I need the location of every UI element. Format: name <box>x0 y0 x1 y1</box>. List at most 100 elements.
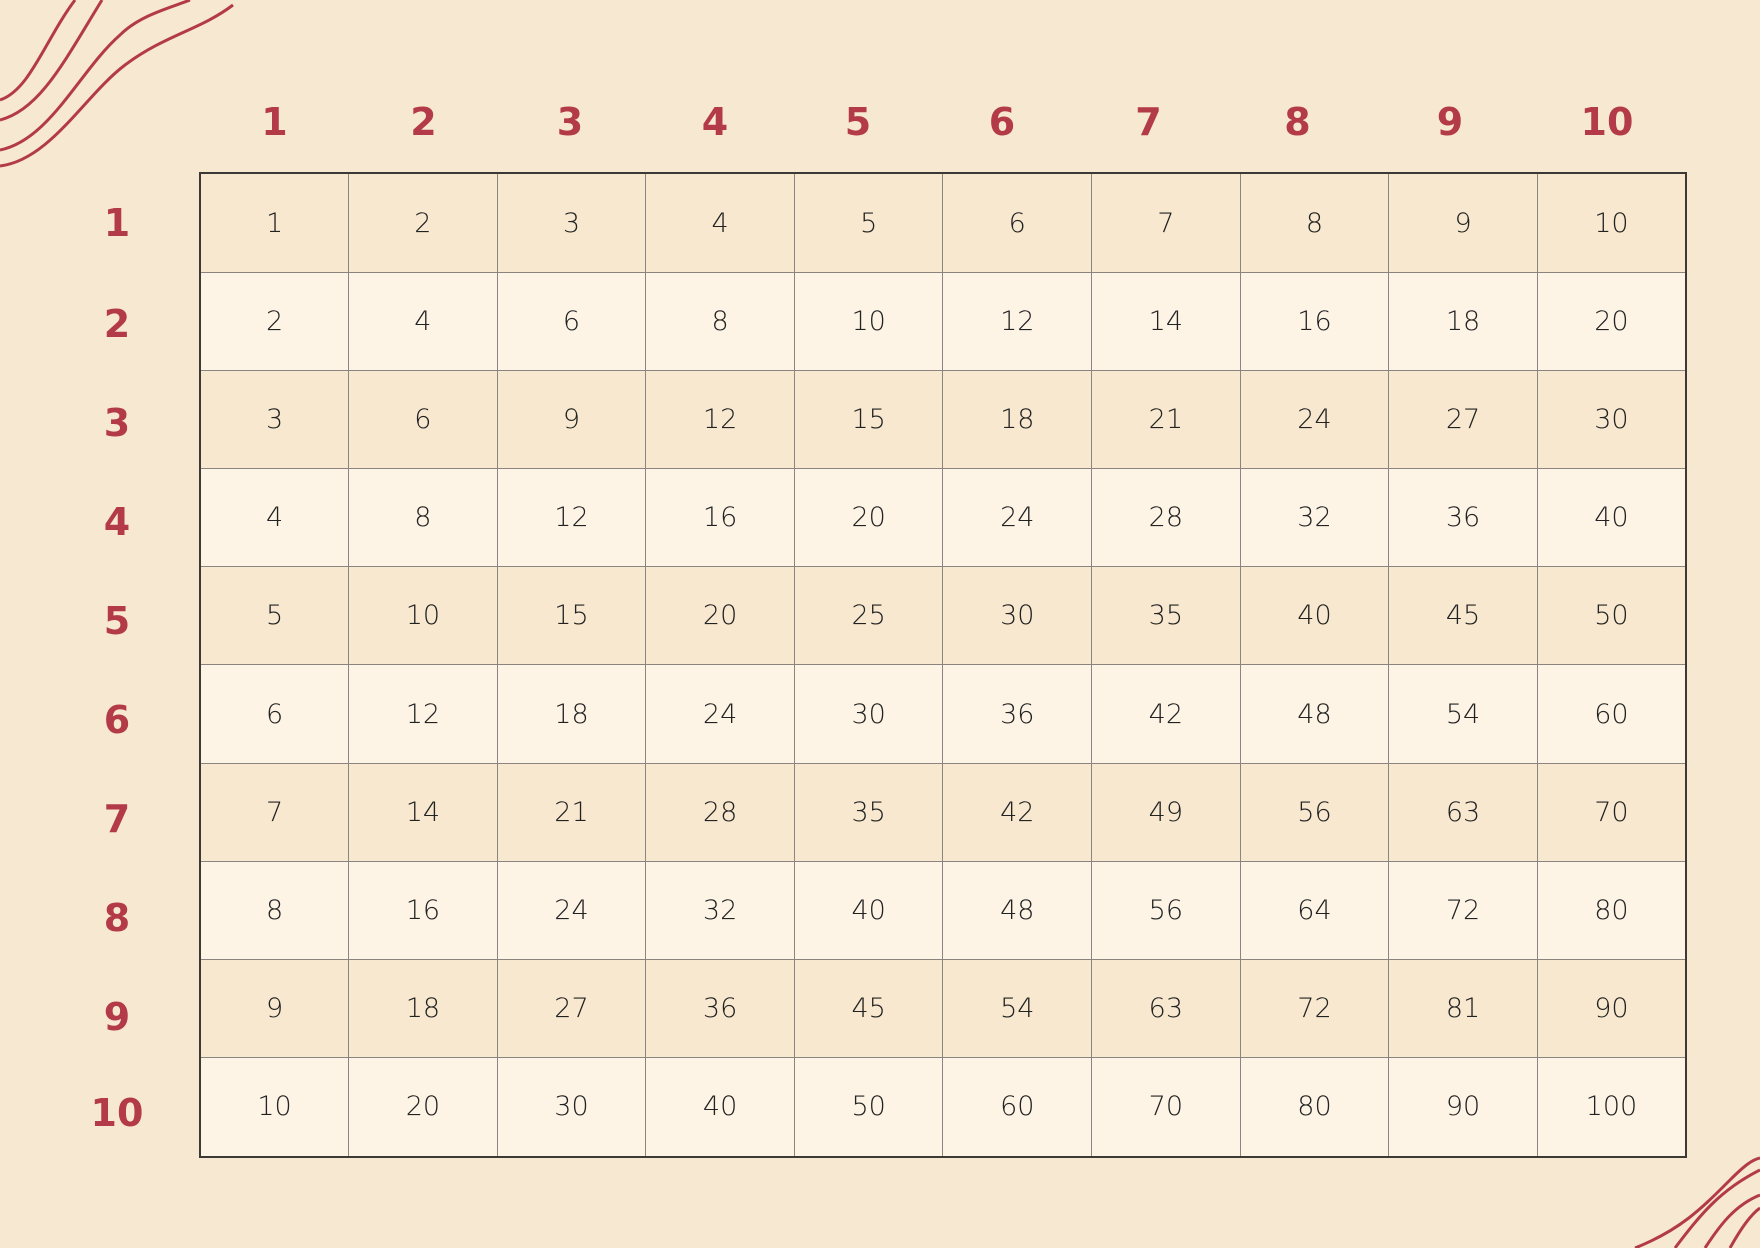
table-cell: 40 <box>1536 468 1687 568</box>
table-cell: 9 <box>496 370 647 470</box>
table-cell: 63 <box>1388 762 1538 862</box>
table-cell: 25 <box>793 566 944 666</box>
table-cell: 18 <box>348 958 498 1058</box>
column-headers: 1 2 3 4 5 6 7 8 9 10 <box>199 100 1687 144</box>
table-cell: 90 <box>1388 1056 1538 1158</box>
table-cell: 40 <box>1239 566 1390 666</box>
table-cell: 16 <box>348 860 498 960</box>
table-cell: 30 <box>942 566 1093 666</box>
table-cell: 35 <box>1091 566 1241 666</box>
table-cell: 32 <box>645 860 795 960</box>
table-cell: 56 <box>1239 762 1390 862</box>
table-cell: 18 <box>496 664 647 764</box>
table-cell: 49 <box>1091 762 1241 862</box>
table-cell: 32 <box>1239 468 1390 568</box>
row-header: 6 <box>103 697 131 742</box>
table-cell: 24 <box>496 860 647 960</box>
column-header: 5 <box>844 100 872 144</box>
table-cell: 14 <box>348 762 498 862</box>
table-row: 10 20 30 40 50 60 70 80 90 100 <box>199 1056 1687 1158</box>
table-cell: 6 <box>496 272 647 372</box>
table-cell: 64 <box>1239 860 1390 960</box>
row-header: 7 <box>103 796 131 841</box>
table-cell: 42 <box>942 762 1093 862</box>
table-cell: 20 <box>645 566 795 666</box>
table-cell: 100 <box>1536 1056 1687 1158</box>
table-cell: 3 <box>496 172 647 274</box>
table-cell: 56 <box>1091 860 1241 960</box>
column-header: 8 <box>1284 100 1311 144</box>
table-cell: 48 <box>1239 664 1390 764</box>
table-cell: 6 <box>942 172 1093 274</box>
row-header: 2 <box>103 301 131 346</box>
table-cell: 15 <box>793 370 944 470</box>
table-cell: 1 <box>199 172 350 274</box>
table-cell: 8 <box>645 272 795 372</box>
table-cell: 4 <box>199 468 350 568</box>
table-cell: 8 <box>348 468 498 568</box>
table-cell: 2 <box>199 272 350 372</box>
table-cell: 7 <box>199 762 350 862</box>
table-cell: 48 <box>942 860 1093 960</box>
table-cell: 6 <box>199 664 350 764</box>
table-row: 2 4 6 8 10 12 14 16 18 20 <box>199 272 1687 372</box>
table-cell: 12 <box>348 664 498 764</box>
table-cell: 8 <box>1239 172 1390 274</box>
row-header: 9 <box>103 994 131 1039</box>
table-row: 3 6 9 12 15 18 21 24 27 30 <box>199 370 1687 470</box>
table-cell: 20 <box>1536 272 1687 372</box>
table-cell: 5 <box>199 566 350 666</box>
table-cell: 24 <box>942 468 1093 568</box>
row-header: 4 <box>103 499 131 544</box>
table-cell: 50 <box>793 1056 944 1158</box>
table-cell: 4 <box>645 172 795 274</box>
table-cell: 45 <box>1388 566 1538 666</box>
table-cell: 18 <box>942 370 1093 470</box>
table-cell: 28 <box>1091 468 1241 568</box>
table-cell: 20 <box>793 468 944 568</box>
multiplication-table: 1 2 3 4 5 6 7 8 9 10 2 4 6 8 10 12 14 16 18 20 3 6 9 12 15 18 21 24… <box>199 172 1687 1158</box>
table-cell: 5 <box>793 172 944 274</box>
table-cell: 72 <box>1388 860 1538 960</box>
row-header: 8 <box>103 895 131 940</box>
table-cell: 36 <box>1388 468 1538 568</box>
table-cell: 54 <box>942 958 1093 1058</box>
table-cell: 20 <box>348 1056 498 1158</box>
column-header: 4 <box>701 100 729 144</box>
table-cell: 81 <box>1388 958 1538 1058</box>
table-cell: 9 <box>1388 172 1538 274</box>
wave-decoration-bottom-right <box>1634 1156 1760 1248</box>
table-row: 9 18 27 36 45 54 63 72 81 90 <box>199 958 1687 1058</box>
table-cell: 50 <box>1536 566 1687 666</box>
table-cell: 16 <box>645 468 795 568</box>
table-cell: 54 <box>1388 664 1538 764</box>
table-cell: 63 <box>1091 958 1241 1058</box>
table-cell: 10 <box>348 566 498 666</box>
column-header: 1 <box>261 100 288 144</box>
table-cell: 45 <box>793 958 944 1058</box>
table-cell: 72 <box>1239 958 1390 1058</box>
table-cell: 12 <box>496 468 647 568</box>
table-cell: 9 <box>199 958 350 1058</box>
column-header: 2 <box>410 100 437 144</box>
table-cell: 10 <box>199 1056 350 1158</box>
table-cell: 7 <box>1091 172 1241 274</box>
row-headers: 1 2 3 4 5 6 7 8 9 10 <box>80 172 154 1160</box>
column-header: 7 <box>1135 100 1162 144</box>
table-cell: 40 <box>645 1056 795 1158</box>
table-cell: 8 <box>199 860 350 960</box>
table-cell: 80 <box>1239 1056 1390 1158</box>
table-row: 6 12 18 24 30 36 42 48 54 60 <box>199 664 1687 764</box>
column-header: 6 <box>988 100 1016 144</box>
table-cell: 35 <box>793 762 944 862</box>
table-cell: 28 <box>645 762 795 862</box>
table-cell: 12 <box>942 272 1093 372</box>
table-cell: 6 <box>348 370 498 470</box>
table-row: 4 8 12 16 20 24 28 32 36 40 <box>199 468 1687 568</box>
table-row: 1 2 3 4 5 6 7 8 9 10 <box>199 172 1687 274</box>
row-header: 5 <box>103 598 131 643</box>
table-cell: 90 <box>1536 958 1687 1058</box>
table-cell: 16 <box>1239 272 1390 372</box>
table-cell: 24 <box>645 664 795 764</box>
table-cell: 10 <box>793 272 944 372</box>
